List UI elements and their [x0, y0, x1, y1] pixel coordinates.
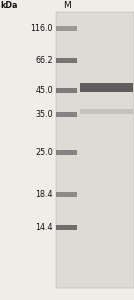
Bar	[56, 112, 77, 116]
Bar	[56, 26, 77, 31]
FancyBboxPatch shape	[56, 12, 134, 288]
Text: 66.2: 66.2	[35, 56, 53, 65]
Bar	[56, 225, 77, 230]
Text: 14.4: 14.4	[35, 223, 53, 232]
Text: 25.0: 25.0	[35, 148, 53, 157]
Text: 18.4: 18.4	[35, 190, 53, 199]
Text: 45.0: 45.0	[35, 86, 53, 95]
Text: kDa: kDa	[1, 2, 18, 10]
Bar	[80, 109, 133, 114]
Text: M: M	[63, 2, 70, 10]
Bar	[56, 58, 77, 63]
Text: 35.0: 35.0	[35, 110, 53, 118]
Bar	[56, 192, 77, 197]
Bar	[56, 150, 77, 155]
Bar	[56, 88, 77, 93]
Text: 116.0: 116.0	[30, 24, 53, 33]
Bar	[80, 82, 133, 91]
